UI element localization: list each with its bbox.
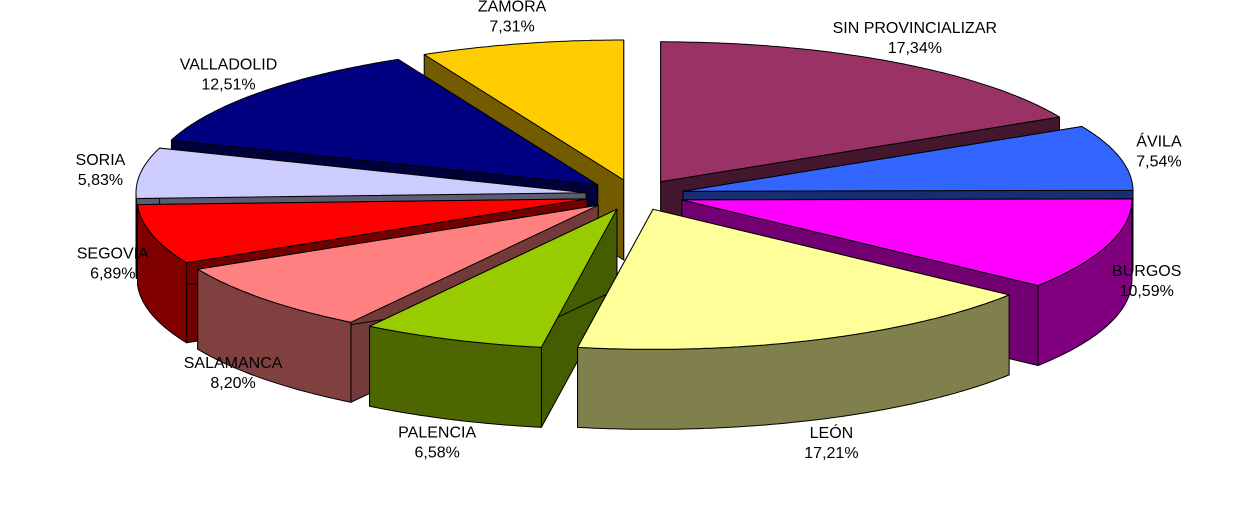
slice-top — [423, 39, 625, 181]
slice-label: SALAMANCA — [184, 355, 283, 372]
slice-label: ÁVILA — [1136, 131, 1182, 150]
slice-label: ZAMORA — [478, 0, 547, 15]
slice-top — [137, 198, 588, 264]
slice-value-label: 10,59% — [1120, 283, 1174, 300]
slice-value-label: 17,34% — [888, 40, 942, 57]
slice-label: SEGOVIA — [77, 246, 149, 263]
slice-value-label: 5,83% — [78, 172, 123, 189]
slice-value-label: 7,54% — [1136, 153, 1181, 170]
slice-top — [197, 204, 599, 323]
slice-top — [660, 41, 1060, 183]
slice-top — [369, 208, 618, 348]
slice-top — [682, 126, 1134, 192]
slice-label: SIN PROVINCIALIZAR — [833, 20, 997, 37]
slice-value-label: 6,58% — [414, 445, 459, 462]
slice-value-label: 12,51% — [201, 77, 255, 94]
slice-value-label: 8,20% — [210, 375, 255, 392]
slice-value-label: 17,21% — [804, 445, 858, 462]
slice-label: LEÓN — [810, 423, 854, 442]
slice-label: SORIA — [76, 152, 126, 169]
slice-top — [170, 58, 599, 186]
slice — [369, 208, 618, 428]
slice-label: VALLADOLID — [180, 57, 278, 74]
slice-value-label: 7,31% — [489, 18, 534, 35]
slice — [577, 208, 1010, 430]
slice-top — [577, 208, 1010, 350]
slice-label: PALENCIA — [398, 425, 476, 442]
slice-top — [681, 198, 1133, 286]
slice-value-label: 6,89% — [90, 266, 135, 283]
slice-label: BURGOS — [1112, 263, 1181, 280]
slice-top — [135, 147, 587, 199]
